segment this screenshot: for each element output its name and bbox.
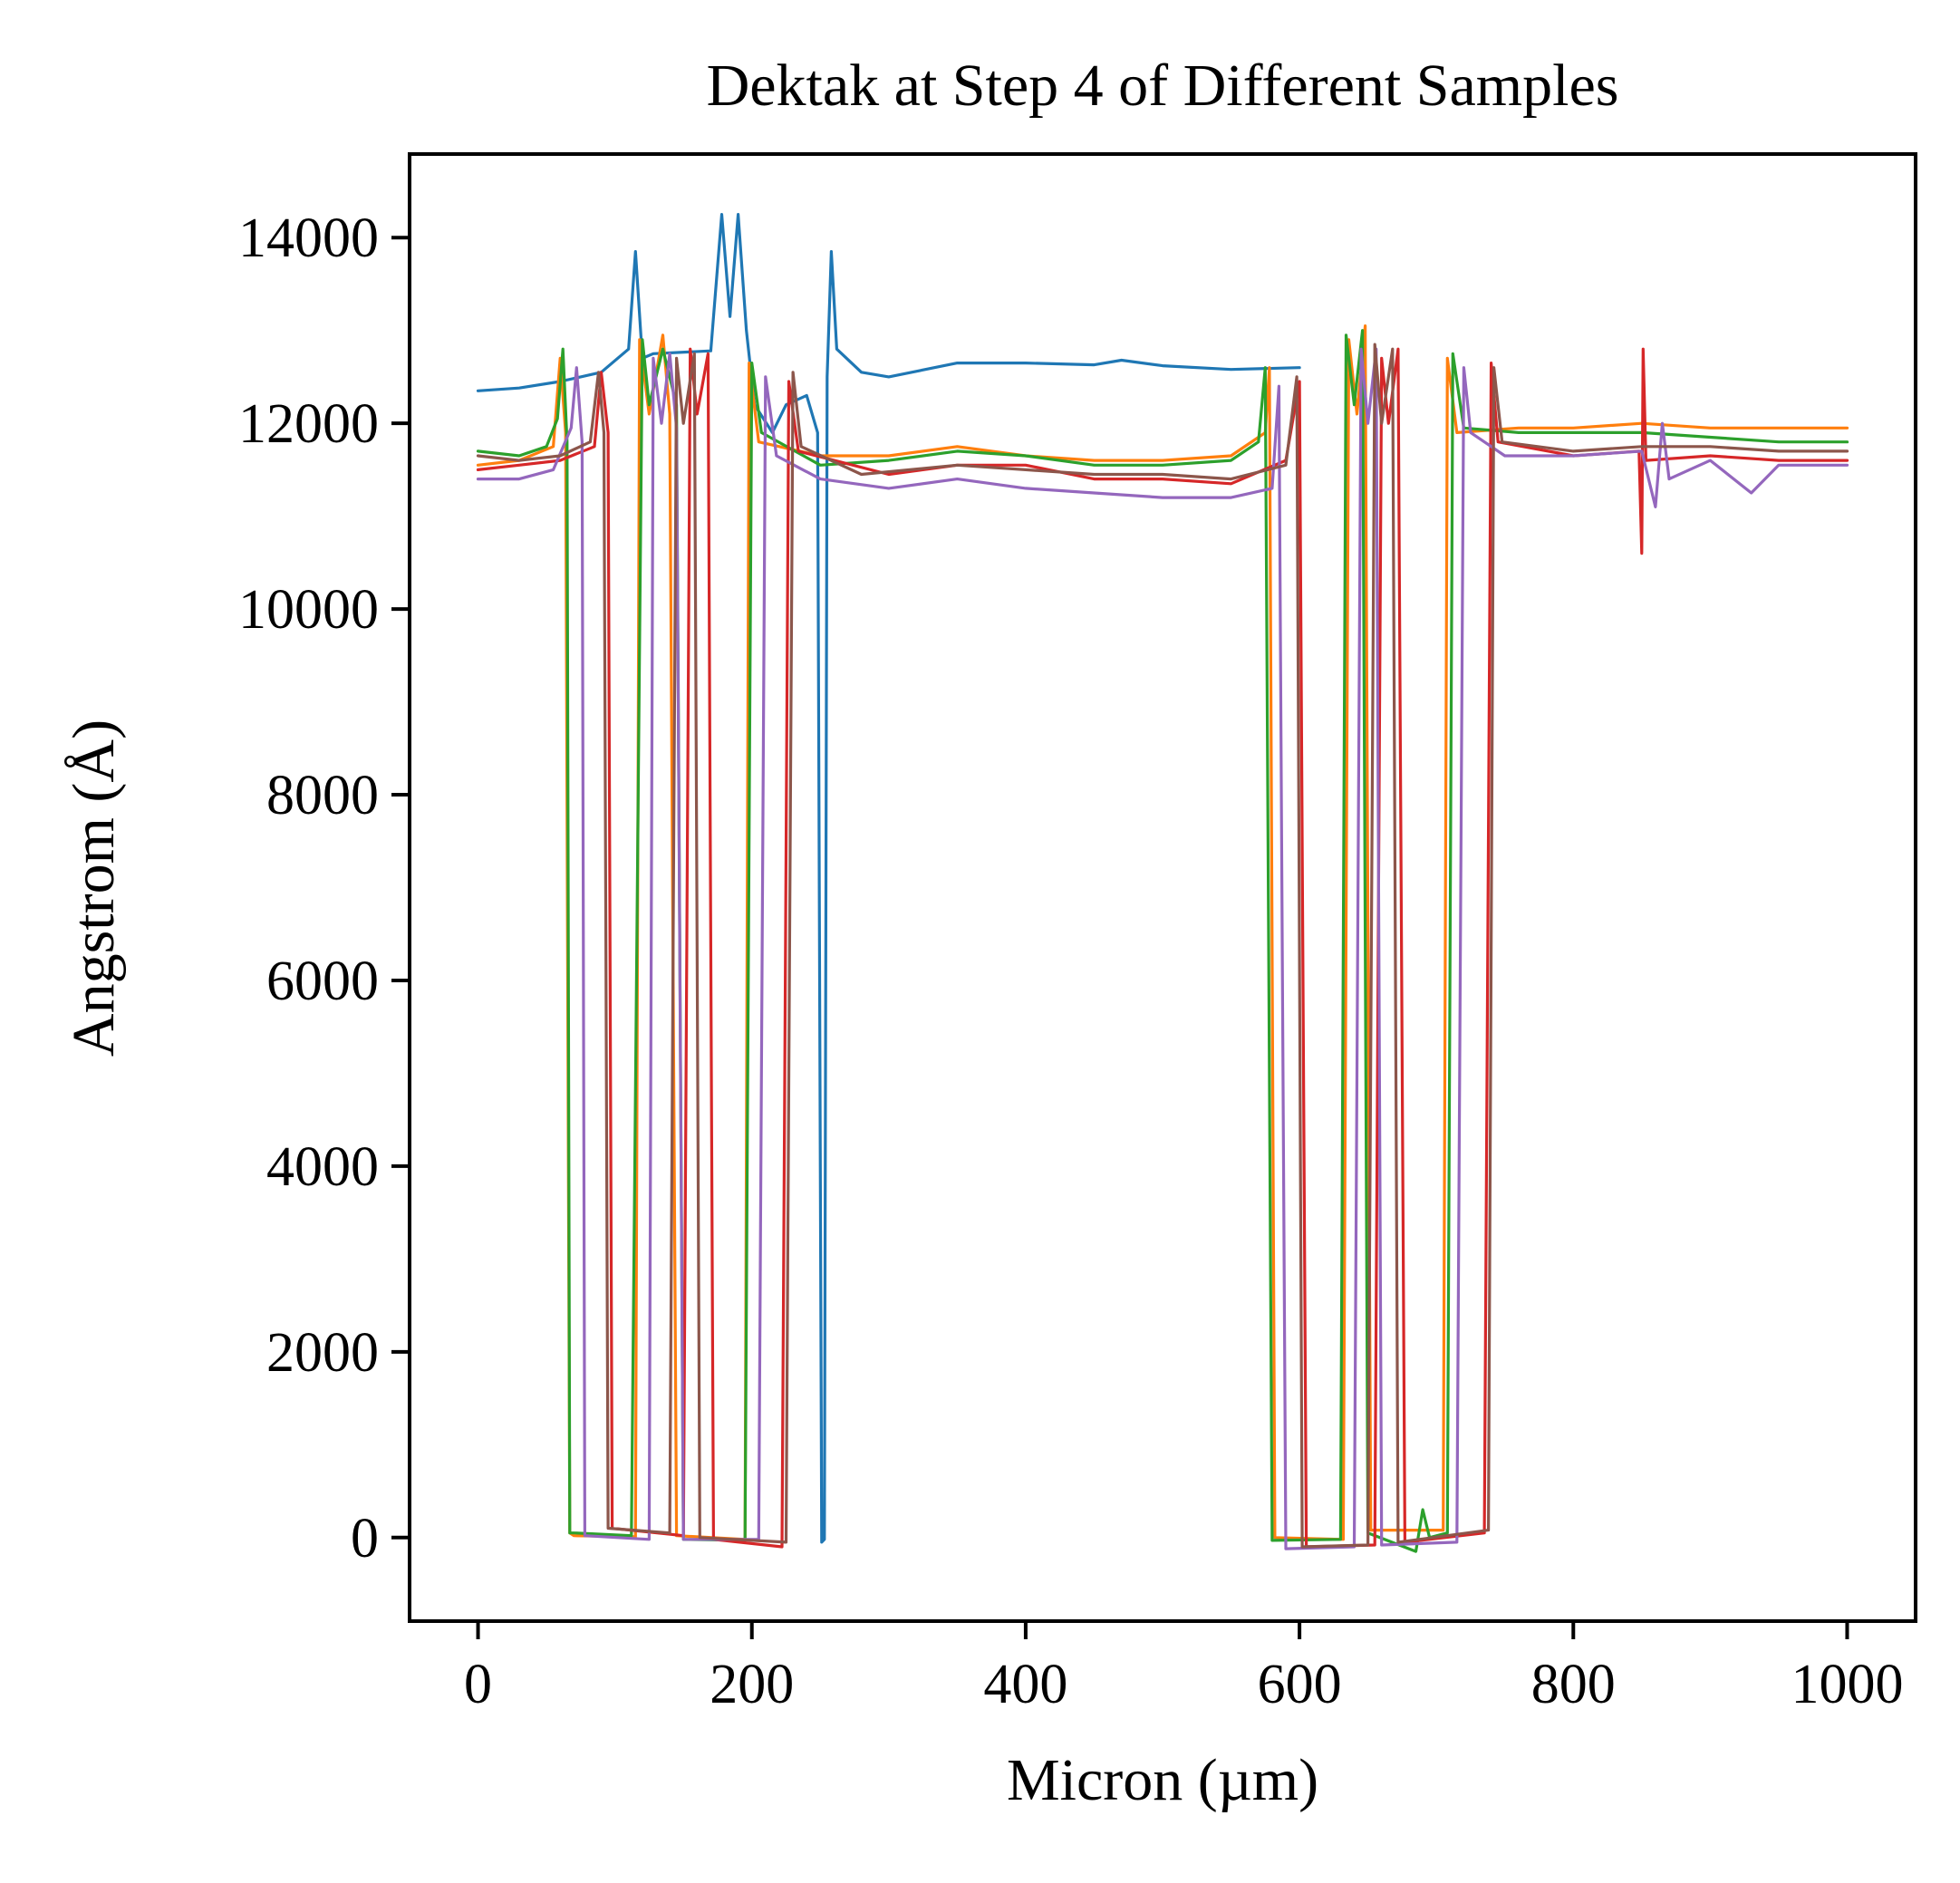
x-tick-label: 0 (464, 1654, 492, 1715)
x-tick-label: 1000 (1791, 1654, 1903, 1715)
y-axis-ticks: 0 2000 4000 6000 8000 10000 12000 14000 (238, 208, 410, 1569)
series-layer (476, 213, 1849, 1553)
x-axis-label: Micron (µm) (1007, 1747, 1318, 1813)
x-axis-ticks: 0 200 400 600 800 1000 (464, 1621, 1903, 1715)
x-tick-label: 200 (710, 1654, 794, 1715)
y-tick-label: 0 (351, 1508, 379, 1569)
chart-title: Dektak at Step 4 of Different Samples (707, 53, 1619, 119)
plot-frame (408, 152, 1917, 1623)
y-tick-label: 6000 (266, 951, 379, 1012)
y-tick-label: 14000 (238, 208, 379, 269)
series-line-5 (476, 347, 1849, 1550)
x-tick-label: 800 (1531, 1654, 1616, 1715)
y-tick-label: 4000 (266, 1136, 379, 1198)
y-tick-label: 8000 (266, 765, 379, 826)
y-tick-label: 12000 (238, 393, 379, 455)
y-tick-label: 2000 (266, 1322, 379, 1384)
x-tick-label: 600 (1258, 1654, 1342, 1715)
y-tick-label: 10000 (238, 579, 379, 641)
series-line-6 (476, 343, 1849, 1549)
x-tick-label: 400 (983, 1654, 1067, 1715)
y-axis-label: Angstrom (Å) (61, 719, 127, 1057)
